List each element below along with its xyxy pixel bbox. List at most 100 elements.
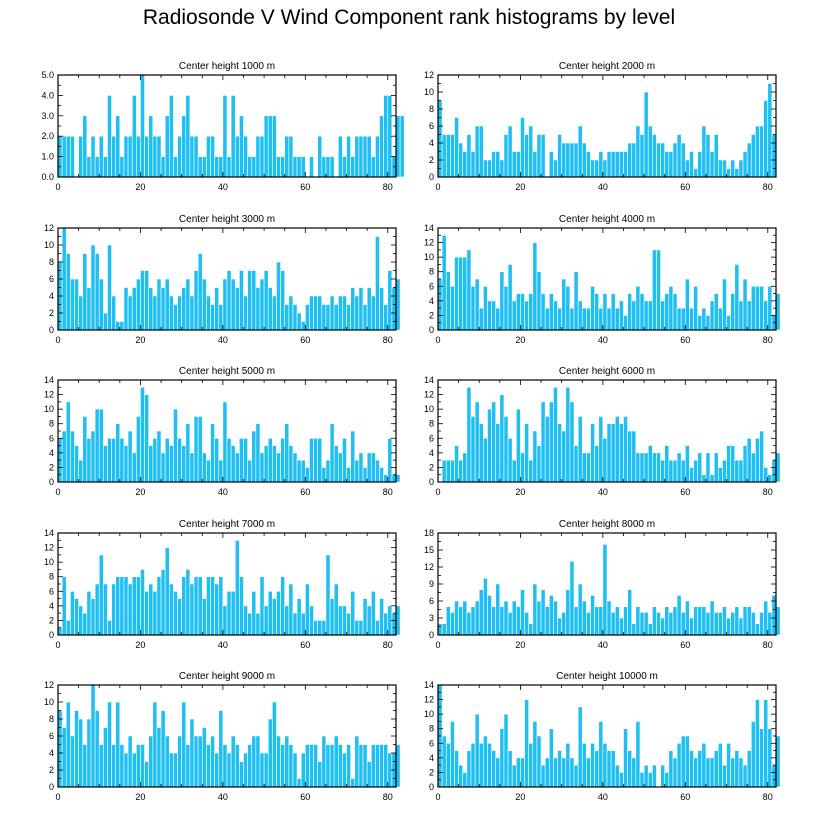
histogram-bar <box>201 598 207 636</box>
histogram-bar <box>379 744 384 788</box>
histogram-bar <box>152 437 158 483</box>
histogram-bar <box>660 459 666 483</box>
histogram-bar <box>660 617 666 636</box>
histogram-bar <box>94 253 100 331</box>
histogram-bar <box>210 135 215 178</box>
y-tick-label: 8 <box>49 419 54 429</box>
histogram-bar <box>82 253 88 331</box>
histogram-bar <box>668 285 674 331</box>
histogram-bar <box>627 750 633 788</box>
histogram-bar <box>276 261 281 331</box>
histogram-bar <box>705 452 711 483</box>
histogram-bar <box>94 583 100 636</box>
histogram-bar <box>643 612 649 636</box>
histogram-bar <box>503 416 509 483</box>
histogram-bar <box>577 416 583 483</box>
histogram-bar <box>70 590 75 636</box>
histogram-bar <box>639 293 645 331</box>
histogram-bar <box>499 606 505 636</box>
histogram-bar <box>337 605 343 636</box>
histogram-bar <box>325 744 331 788</box>
y-tick-label: 14 <box>44 375 54 385</box>
histogram-bar <box>701 742 707 788</box>
histogram-bar <box>676 452 682 483</box>
histogram-bar <box>503 600 509 636</box>
histogram-bar <box>730 445 736 483</box>
histogram-bar <box>136 135 141 178</box>
histogram-bar <box>127 135 133 178</box>
histogram-bar <box>333 583 339 636</box>
histogram-bar <box>383 744 389 788</box>
histogram-bar <box>495 307 501 331</box>
histogram-bar <box>111 135 117 178</box>
histogram-bar <box>185 744 191 788</box>
histogram-bar <box>577 125 583 178</box>
x-tick-label: 80 <box>383 335 393 345</box>
histogram-bar <box>342 156 347 178</box>
histogram-bar <box>734 168 740 178</box>
x-tick-label: 0 <box>55 640 60 650</box>
histogram-bar <box>86 156 92 178</box>
panel-title: Center height 1000 m <box>179 61 275 72</box>
y-tick-label: 2 <box>429 462 434 472</box>
histogram-bar <box>483 285 488 331</box>
histogram-bar <box>189 583 195 636</box>
histogram-bar <box>652 249 657 331</box>
histogram-bar <box>300 321 306 331</box>
histogram-bar <box>561 757 567 788</box>
histogram-bar <box>263 605 269 636</box>
histogram-bar <box>441 134 447 178</box>
histogram-bar <box>255 135 261 178</box>
histogram-bar <box>98 278 104 331</box>
histogram-bar <box>602 742 608 788</box>
histogram-bar <box>346 744 351 788</box>
histogram-bar <box>350 778 356 788</box>
histogram-bar <box>181 445 187 483</box>
histogram-bar <box>164 735 170 788</box>
histogram-bar <box>709 151 715 178</box>
histogram-bar <box>746 750 752 788</box>
histogram-bar <box>107 620 112 636</box>
histogram-bar <box>532 151 538 178</box>
histogram-bar <box>251 735 257 788</box>
histogram-bar <box>313 437 318 483</box>
histogram-bar <box>115 423 121 483</box>
histogram-bar <box>586 757 591 788</box>
histogram-panel: Center height 10000 m 0 20 40 60 80 0 2 4 6 8 10 12 1… <box>424 671 781 802</box>
histogram-bar <box>337 452 343 483</box>
histogram-bar <box>623 315 628 331</box>
histogram-bar <box>70 278 75 331</box>
histogram-bar <box>730 293 736 331</box>
histogram-bar <box>144 761 149 788</box>
y-tick-label: 1.0 <box>41 152 54 162</box>
histogram-bar <box>119 576 125 636</box>
x-tick-label: 20 <box>515 640 525 650</box>
histogram-bar <box>524 300 529 331</box>
histogram-bar <box>305 467 310 483</box>
histogram-bar <box>263 445 269 483</box>
histogram-bar <box>581 600 587 636</box>
histogram-bar <box>647 300 653 331</box>
histogram-bar <box>577 583 583 636</box>
histogram-bar <box>581 742 587 788</box>
histogram-bar <box>300 612 306 636</box>
y-tick-label: 12 <box>424 238 434 248</box>
histogram-bar <box>565 285 571 331</box>
histogram-bar <box>193 416 199 483</box>
histogram-bar <box>483 578 488 636</box>
panel-title: Center height 8000 m <box>559 519 655 530</box>
histogram-bar <box>487 742 492 788</box>
histogram-bar <box>111 744 117 788</box>
y-tick-label: 4 <box>429 296 434 306</box>
histogram-bar <box>267 287 273 331</box>
panel-title: Center height 2000 m <box>559 61 655 72</box>
histogram-bar <box>565 742 571 788</box>
x-tick-label: 60 <box>300 792 310 802</box>
histogram-bar <box>445 134 451 178</box>
histogram-bar <box>136 416 141 483</box>
histogram-bar <box>652 134 657 178</box>
histogram-bar <box>672 293 678 331</box>
histogram-bar <box>705 134 711 178</box>
histogram-bar <box>350 430 356 483</box>
